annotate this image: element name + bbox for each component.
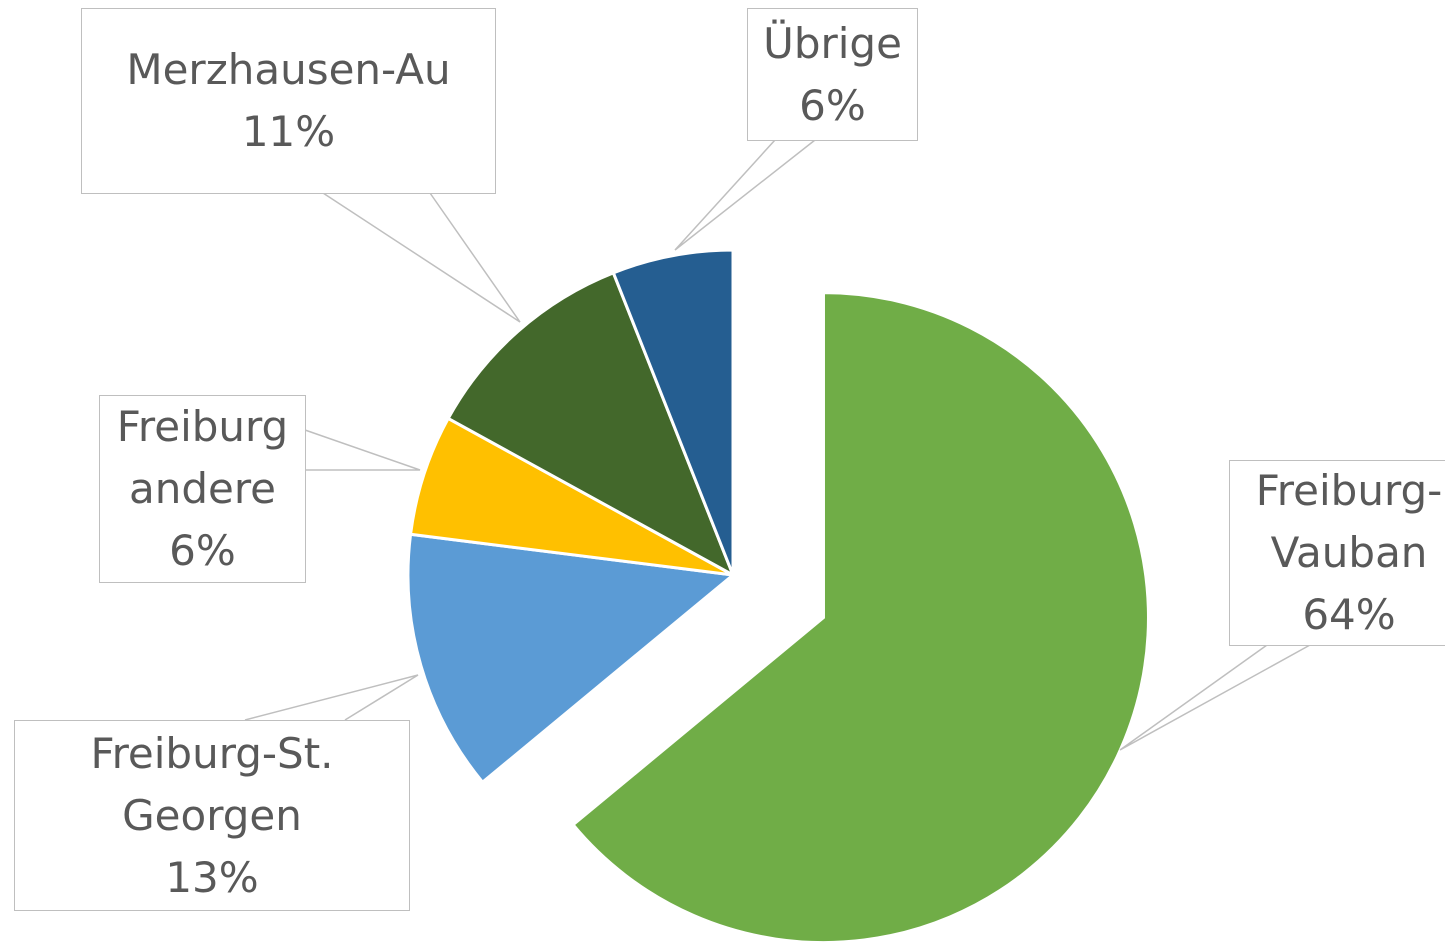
data-label: Merzhausen-Au 11% bbox=[81, 8, 496, 194]
leader-line bbox=[304, 429, 421, 471]
pie-slice bbox=[611, 248, 735, 576]
pie-slice bbox=[406, 532, 737, 785]
category-label: Freiburg andere bbox=[116, 402, 289, 513]
leader-line bbox=[1119, 644, 1311, 751]
value-label: 6% bbox=[169, 526, 236, 575]
category-label: Übrige bbox=[763, 18, 902, 68]
category-label: Freiburg-Vauban bbox=[1255, 466, 1443, 577]
category-label: Freiburg-St. Georgen bbox=[90, 728, 334, 840]
leader-line bbox=[322, 192, 521, 323]
data-label: Freiburg-St. Georgen 13% bbox=[14, 720, 410, 911]
leader-lines bbox=[244, 139, 1311, 751]
data-label: Übrige 6% bbox=[747, 8, 918, 141]
data-label: Freiburg-Vauban 64% bbox=[1229, 460, 1445, 646]
value-label: 13% bbox=[165, 852, 259, 902]
data-label: Freiburg andere 6% bbox=[99, 395, 306, 583]
value-label: 6% bbox=[799, 80, 866, 130]
pie-slice bbox=[408, 416, 734, 577]
value-label: 11% bbox=[241, 107, 336, 156]
category-label: Merzhausen-Au bbox=[126, 45, 451, 94]
pie-slice bbox=[446, 270, 736, 579]
pie bbox=[406, 248, 1150, 942]
leader-line bbox=[674, 139, 816, 251]
pie-slice bbox=[570, 291, 1150, 942]
leader-line bbox=[244, 674, 419, 721]
value-label: 64% bbox=[1302, 590, 1396, 639]
